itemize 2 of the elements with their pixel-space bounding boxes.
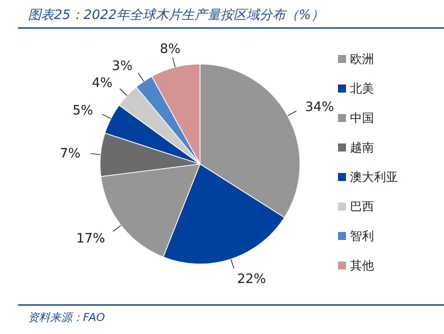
annotation: 资料来源：FAO bbox=[28, 311, 105, 324]
title: 图表25：2022年全球木片生产量按区域分布（%） bbox=[28, 8, 324, 23]
